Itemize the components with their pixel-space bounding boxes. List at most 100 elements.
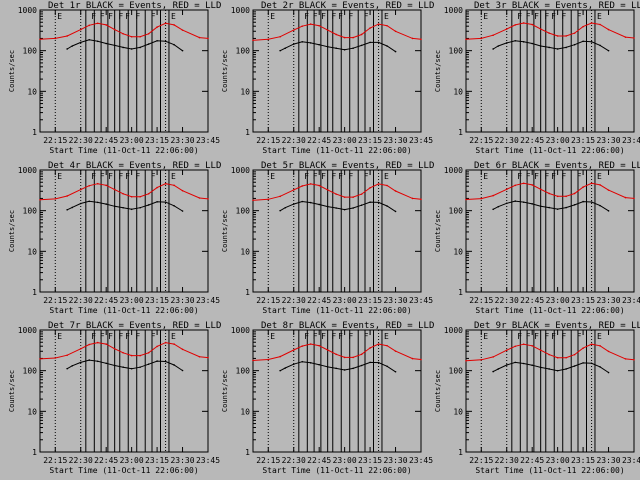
lld-point — [514, 345, 517, 348]
lld-point — [633, 37, 635, 39]
x-tick-label: 22:45 — [307, 456, 331, 465]
lld-point — [465, 38, 467, 41]
lld-point — [198, 197, 201, 199]
y-axis-label: Counts/sec — [434, 370, 442, 412]
x-tick-label: 23:45 — [196, 136, 220, 145]
events-point — [105, 362, 107, 365]
flag-label: F — [534, 12, 539, 21]
y-axis-label: Counts/sec — [434, 210, 442, 252]
flag-label: F — [526, 332, 531, 341]
lld-point — [173, 184, 175, 187]
lld-point — [394, 30, 397, 33]
flag-label: F — [135, 12, 140, 21]
lld-point — [326, 189, 329, 191]
lld-point — [531, 345, 533, 347]
lld-point — [318, 184, 320, 187]
events-point — [318, 203, 320, 206]
plot-frame — [465, 169, 635, 293]
events-point — [548, 368, 550, 370]
y-axis-label: Counts/sec — [8, 210, 16, 252]
flag-label: F — [348, 332, 353, 341]
lld-point — [54, 37, 57, 40]
events-point — [505, 364, 508, 366]
x-tick-label: 23:30 — [383, 456, 407, 465]
lld-point — [156, 26, 158, 28]
y-tick-label: 10 — [27, 87, 37, 96]
lld-point — [573, 32, 576, 34]
events-point — [309, 362, 312, 364]
events-point — [497, 205, 500, 208]
x-tick-label: 22:15 — [43, 296, 67, 305]
events-point — [79, 41, 82, 44]
lld-series-line — [465, 182, 635, 200]
x-tick-label: 23:30 — [170, 296, 194, 305]
x-tick-label: 22:15 — [256, 296, 280, 305]
flag-label: E — [384, 332, 389, 341]
events-point — [492, 208, 494, 211]
lld-point — [377, 343, 380, 345]
lld-series-line — [252, 23, 422, 41]
lld-point — [607, 28, 610, 31]
events-point — [556, 208, 559, 210]
events-point — [71, 45, 74, 47]
flag-label: F — [321, 172, 326, 181]
lld-point — [252, 359, 254, 362]
lld-series-line — [465, 343, 635, 362]
lld-point — [343, 36, 346, 39]
flag-label: F — [91, 12, 96, 21]
events-point — [514, 200, 517, 202]
x-tick-label: 23:15 — [358, 456, 382, 465]
lld-point — [556, 356, 559, 359]
lld-point — [39, 38, 41, 41]
y-tick-label: 10 — [240, 407, 250, 416]
x-axis-label: Start Time (11-Oct-11 22:06:00) — [49, 306, 198, 315]
flag-label: E — [171, 332, 176, 341]
events-point — [582, 200, 584, 203]
events-point — [394, 370, 397, 373]
y-tick-label: 100 — [236, 207, 251, 216]
events-point — [279, 369, 281, 372]
lld-point — [343, 196, 346, 198]
lld-point — [79, 188, 82, 191]
events-point — [173, 43, 175, 46]
x-tick-label: 23:00 — [120, 296, 144, 305]
lld-point — [39, 358, 41, 360]
events-point — [539, 205, 542, 207]
flag-label: F — [561, 332, 566, 341]
flag-label: F — [118, 332, 123, 341]
x-tick-label: 22:30 — [495, 136, 519, 145]
lld-point — [105, 343, 107, 345]
y-tick-label: 1000 — [231, 6, 250, 15]
flag-label: F — [313, 332, 318, 341]
events-point — [590, 362, 593, 365]
lld-point — [582, 186, 584, 188]
lld-point — [492, 34, 494, 37]
events-point — [548, 46, 550, 49]
events-point — [66, 209, 68, 211]
x-tick-label: 22:45 — [520, 296, 544, 305]
lld-point — [411, 197, 414, 200]
x-axis-label: Start Time (11-Oct-11 22:06:00) — [475, 306, 624, 315]
flag-label: E — [270, 12, 275, 21]
events-point — [497, 45, 500, 47]
y-tick-label: 100 — [23, 207, 38, 216]
y-tick-label: 1000 — [18, 326, 37, 335]
events-point — [164, 360, 167, 363]
lld-point — [164, 341, 167, 344]
lld-point — [252, 199, 254, 202]
lld-point — [505, 349, 508, 352]
x-tick-label: 23:45 — [622, 456, 640, 465]
lld-point — [539, 188, 542, 191]
events-point — [96, 360, 99, 363]
lld-point — [360, 33, 363, 36]
lld-point — [360, 193, 363, 195]
lld-point — [590, 22, 593, 24]
flag-label: F — [348, 172, 353, 181]
lld-point — [147, 352, 150, 354]
x-tick-label: 23:00 — [333, 296, 357, 305]
x-tick-label: 23:00 — [333, 136, 357, 145]
flag-label: F — [364, 332, 369, 341]
detector-panel-8: Det 8r BLACK = Events, RED = LLD 1 10 100 10… — [221, 321, 434, 475]
lld-point — [88, 24, 91, 27]
